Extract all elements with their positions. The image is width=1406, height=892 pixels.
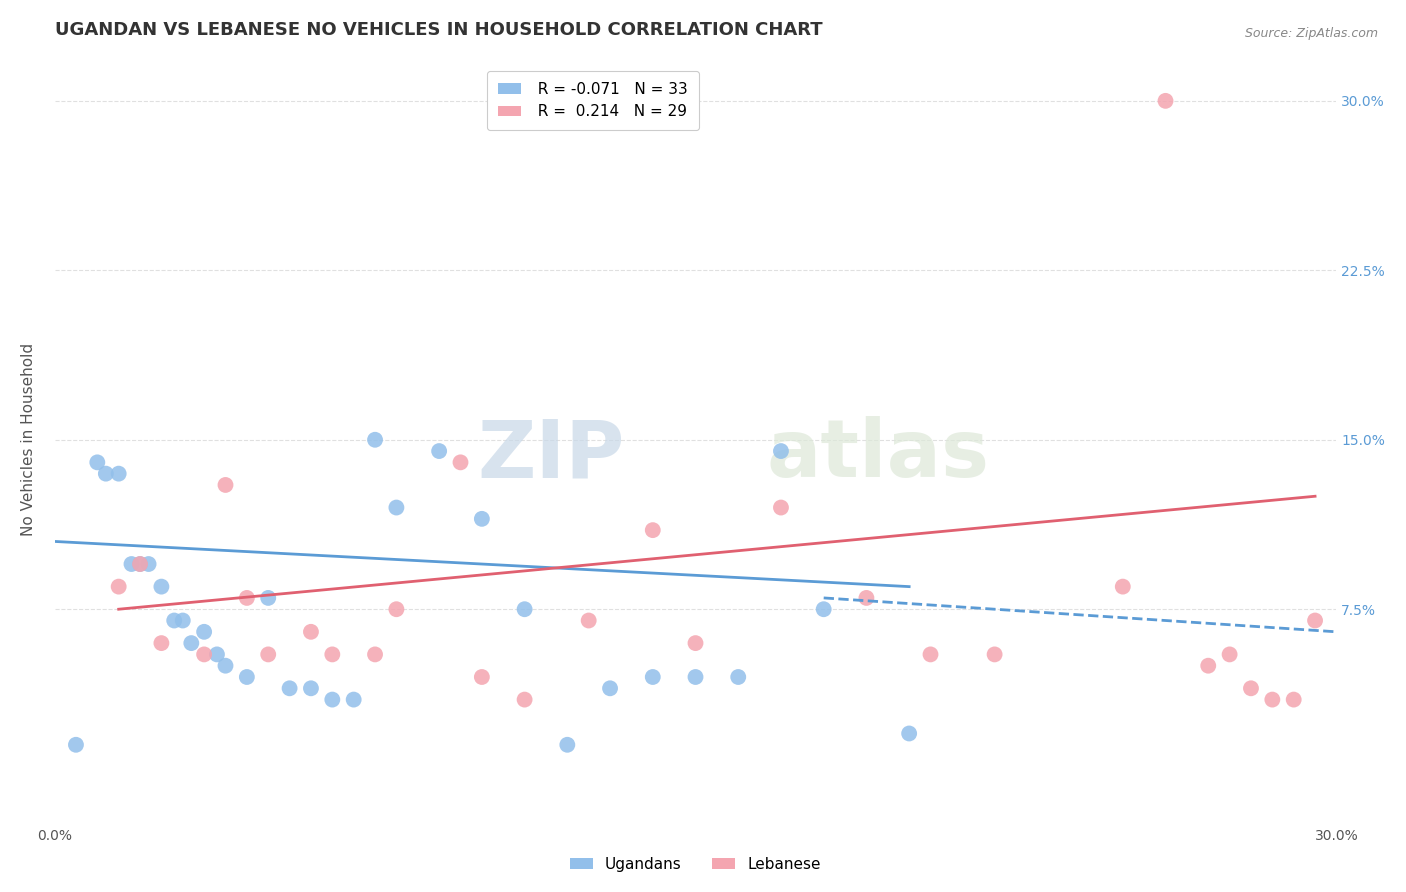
Point — [321, 648, 343, 662]
Point — [898, 726, 921, 740]
Point — [343, 692, 366, 706]
Point — [513, 692, 536, 706]
Point — [107, 580, 129, 594]
Point — [321, 692, 343, 706]
Point — [769, 500, 792, 515]
Point — [364, 648, 387, 662]
Point — [1154, 94, 1177, 108]
Point — [129, 557, 152, 571]
Point — [920, 648, 942, 662]
Point — [129, 557, 152, 571]
Point — [205, 648, 228, 662]
Point — [214, 478, 236, 492]
Legend: Ugandans, Lebanese: Ugandans, Lebanese — [564, 850, 827, 878]
Point — [557, 738, 579, 752]
Point — [641, 670, 664, 684]
Point — [599, 681, 621, 696]
Text: UGANDAN VS LEBANESE NO VEHICLES IN HOUSEHOLD CORRELATION CHART: UGANDAN VS LEBANESE NO VEHICLES IN HOUSE… — [55, 21, 823, 39]
Point — [471, 670, 494, 684]
Point — [385, 500, 408, 515]
Point — [163, 614, 186, 628]
Point — [450, 455, 472, 469]
Point — [150, 636, 173, 650]
Point — [364, 433, 387, 447]
Point — [1303, 614, 1326, 628]
Point — [983, 648, 1005, 662]
Point — [1197, 658, 1219, 673]
Point — [385, 602, 408, 616]
Point — [1112, 580, 1135, 594]
Point — [172, 614, 194, 628]
Point — [578, 614, 600, 628]
Point — [193, 648, 215, 662]
Point — [685, 670, 707, 684]
Point — [138, 557, 160, 571]
Point — [94, 467, 117, 481]
Point — [236, 591, 259, 605]
Point — [1219, 648, 1241, 662]
Point — [855, 591, 877, 605]
Point — [257, 591, 280, 605]
Point — [813, 602, 835, 616]
Point — [769, 444, 792, 458]
Point — [121, 557, 143, 571]
Point — [1282, 692, 1305, 706]
Point — [299, 624, 322, 639]
Text: atlas: atlas — [766, 417, 990, 494]
Point — [236, 670, 259, 684]
Point — [1261, 692, 1284, 706]
Point — [1240, 681, 1263, 696]
Point — [685, 636, 707, 650]
Point — [107, 467, 129, 481]
Point — [180, 636, 202, 650]
Point — [427, 444, 450, 458]
Point — [471, 512, 494, 526]
Point — [513, 602, 536, 616]
Point — [65, 738, 87, 752]
Text: ZIP: ZIP — [478, 417, 626, 494]
Point — [278, 681, 301, 696]
Point — [641, 523, 664, 537]
Point — [193, 624, 215, 639]
Y-axis label: No Vehicles in Household: No Vehicles in Household — [21, 343, 35, 536]
Point — [150, 580, 173, 594]
Point — [86, 455, 108, 469]
Point — [257, 648, 280, 662]
Point — [727, 670, 749, 684]
Point — [214, 658, 236, 673]
Text: Source: ZipAtlas.com: Source: ZipAtlas.com — [1244, 27, 1378, 40]
Point — [299, 681, 322, 696]
